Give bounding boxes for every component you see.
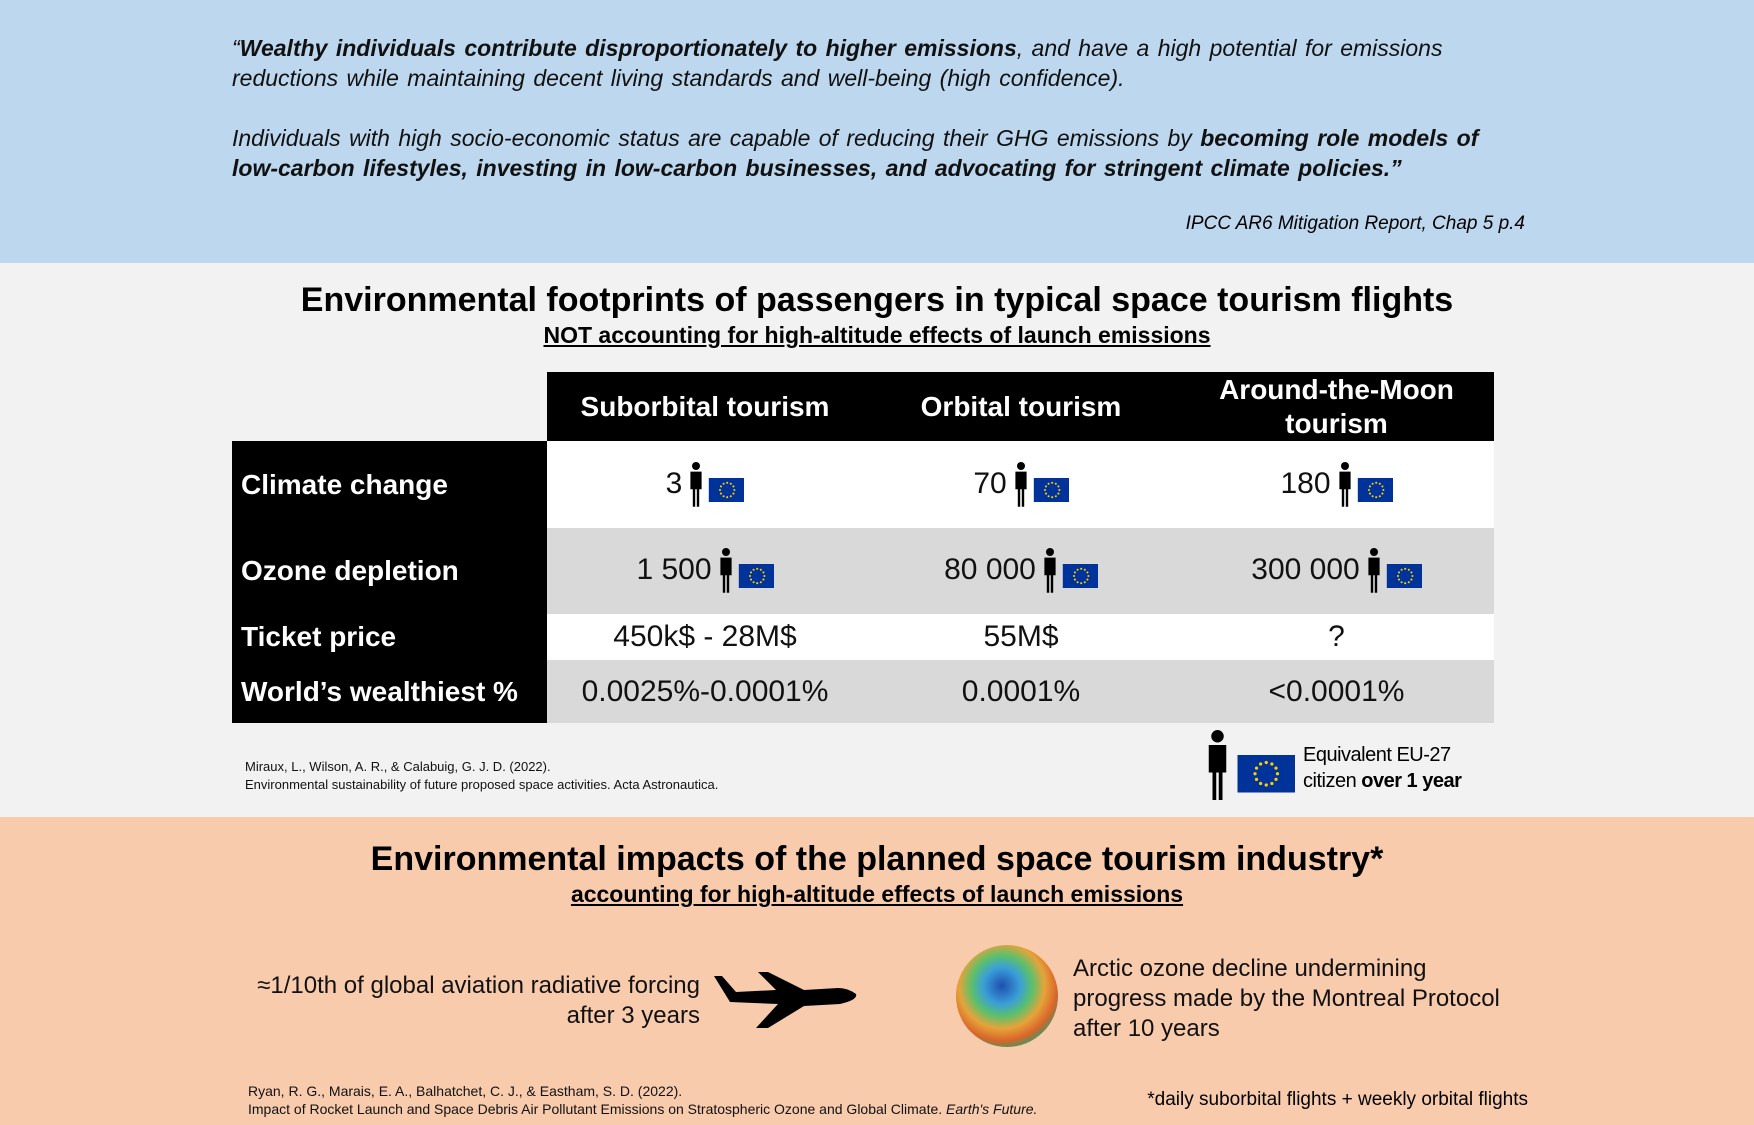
quote-text: “ [232, 35, 240, 61]
cell-value: 0.0001% [961, 674, 1081, 708]
footprint-title: Environmental footprints of passengers i… [300, 281, 1454, 319]
table-cell: 450k$ - 28M$ [547, 614, 863, 660]
table-cell: 70 [863, 441, 1179, 528]
footprint-subtitle: NOT accounting for high-altitude effects… [543, 322, 1211, 348]
reference-line: Impact of Rocket Launch and Space Debris… [248, 1100, 1037, 1118]
table-cell: 80 000 [863, 528, 1179, 614]
table-cell: <0.0001% [1179, 660, 1494, 723]
quote-text: Wealthy individuals contribute dispropor… [239, 35, 1017, 61]
impact-subtitle: accounting for high-altitude effects of … [570, 881, 1184, 907]
impact-band [0, 817, 1754, 1125]
reference-line: Ryan, R. G., Marais, E. A., Balhatchet, … [248, 1082, 1037, 1100]
legend-line: Equivalent EU-27 [1303, 742, 1461, 768]
quote: “Wealthy individuals contribute dispropo… [232, 33, 1522, 213]
cell-value: 300 000 [1251, 552, 1360, 586]
citizen-icon [719, 548, 776, 593]
legend-line: citizen over 1 year [1303, 768, 1462, 794]
legend-text: Equivalent EU-27 [1303, 744, 1451, 766]
impact-title: Environmental impacts of the planned spa… [370, 840, 1384, 878]
cell-value: 3 [665, 466, 683, 500]
row-label: Climate change [232, 441, 547, 528]
table-row: Ozone depletion 1 500 80 000 300 000 [232, 528, 1494, 614]
row-label: World’s wealthiest % [232, 660, 547, 723]
column-header: Suborbital tourism [547, 372, 863, 441]
quote-source: IPCC AR6 Mitigation Report, Chap 5 p.4 [1185, 213, 1525, 234]
quote-text: becoming role models of low-carbon lifes… [232, 125, 1479, 181]
table-cell: 180 [1179, 441, 1494, 528]
table-cell: 300 000 [1179, 528, 1494, 614]
legend-text: over 1 year [1361, 770, 1462, 792]
table-cell: ? [1179, 614, 1494, 660]
quote-text: , and have a high potential for emission… [232, 35, 1443, 91]
citizen-icon [1368, 548, 1424, 593]
footnote: *daily suborbital flights + weekly orbit… [1147, 1089, 1528, 1110]
aviation-line: after 3 years [566, 1002, 700, 1029]
reference-text: Ryan, R. G., Marais, E. A., Balhatchet, … [248, 1083, 683, 1099]
footprint-table: Suborbital tourism Orbital tourism Around-… [232, 372, 1494, 723]
reference-text: Impact of Rocket Launch and Space Debris… [248, 1101, 947, 1117]
quote-band [0, 0, 1754, 263]
table-row: Ticket price 450k$ - 28M$ 55M$? [232, 614, 1494, 660]
cell-value: 70 [973, 466, 1007, 500]
cell-value: 80 000 [944, 552, 1036, 586]
cell-value: 180 [1280, 466, 1331, 500]
cell-value: <0.0001% [1268, 674, 1405, 708]
row-label: Ticket price [232, 614, 547, 660]
reference-text: Earth's Future. [946, 1101, 1038, 1117]
cell-value: 1 500 [636, 552, 712, 586]
table-row: World’s wealthiest % 0.0025%-0.0001% 0.000… [232, 660, 1494, 723]
quote-paragraph: Individuals with high socio-economic sta… [232, 123, 1522, 183]
reference-line: Miraux, L., Wilson, A. R., & Calabuig, G… [245, 759, 551, 774]
reference: Miraux, L., Wilson, A. R., & Calabuig, G… [245, 758, 718, 794]
ozone-globe [956, 945, 1058, 1047]
aviation-text: ≈1/10th of global aviation radiative for… [257, 971, 700, 1031]
table-cell: 1 500 [547, 528, 863, 614]
cell-value: 450k$ - 28M$ [613, 620, 797, 653]
citizen-icon [1338, 461, 1395, 507]
ozone-line: after 10 years [1073, 1015, 1220, 1042]
citizen-icon [1015, 461, 1071, 507]
reference: Ryan, R. G., Marais, E. A., Balhatchet, … [248, 1082, 1037, 1118]
column-header: Around-the-Moon tourism [1179, 372, 1494, 441]
citizen-icon [1044, 548, 1100, 593]
ozone-text: Arctic ozone decline undermining progress… [1073, 954, 1500, 1044]
table-cell: 0.0001% [863, 660, 1179, 723]
citizen-icon [690, 461, 746, 507]
table-cell: 55M$ [863, 614, 1179, 660]
legend-text: citizen [1303, 770, 1362, 792]
ozone-line: Arctic ozone decline undermining [1073, 955, 1427, 982]
reference-line: Environmental sustainability of future p… [245, 777, 719, 792]
row-label: Ozone depletion [232, 528, 547, 614]
legend: Equivalent EU-27 citizen over 1 year [1303, 742, 1462, 794]
plane-icon [714, 972, 857, 1028]
cell-value: 55M$ [983, 620, 1059, 653]
table-row: Climate change 3 70 180 [232, 441, 1494, 528]
quote-text: Individuals with high socio-economic sta… [232, 125, 1201, 151]
column-header: Orbital tourism [863, 372, 1179, 441]
corner [232, 372, 547, 441]
ozone-line: progress made by the Montreal Protocol [1073, 985, 1500, 1012]
header-row: Suborbital tourism Orbital tourism Around-… [232, 372, 1494, 441]
quote-paragraph: “Wealthy individuals contribute dispropo… [232, 33, 1522, 93]
aviation-line: ≈1/10th of global aviation radiative for… [257, 972, 700, 999]
cell-value: 0.0025%-0.0001% [581, 674, 829, 708]
legend-icon [1208, 730, 1295, 800]
table-cell: 0.0025%-0.0001% [547, 660, 863, 723]
table-cell: 3 [547, 441, 863, 528]
cell-value: ? [1328, 620, 1345, 653]
